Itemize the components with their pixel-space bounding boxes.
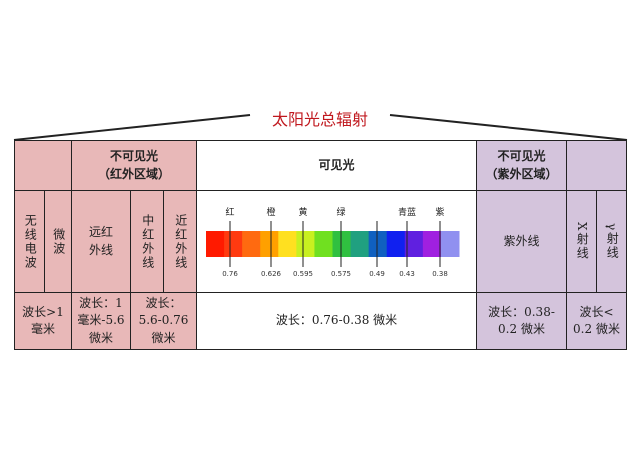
bracket-left-line [13,114,251,141]
spectrum-color-label: 橙 [266,206,275,218]
spectrum-color-label: 绿 [336,206,345,218]
spectrum-segment [278,231,297,257]
wavelength-visible: 波长：0.76-0.38 微米 [196,292,477,350]
spectrum-segment [260,231,279,257]
spectrum-wavelength-label: 0.49 [369,270,385,278]
wavelength-uv: 波长：0.38- 0.2 微米 [476,292,567,350]
spectrum-segment [350,231,370,257]
spectrum-color-label: 青蓝 [398,206,416,218]
spectrum-segment [206,231,225,257]
spectrum-wavelength-label: 0.595 [293,270,313,278]
spectrum-wavelength-label: 0.626 [261,270,282,278]
wavelength-radio-micro: 波长>1 毫米 [14,292,72,350]
spectrum-segment [224,231,243,257]
spectrum-wavelength-label: 0.76 [222,270,238,278]
bracket-right-line [389,114,628,141]
spectrum-color-label: 紫 [435,207,444,218]
spectrum-segment [386,231,406,257]
band-near-ir: 近红外线 [163,190,197,293]
spectrum-wavelength-label: 0.575 [331,270,351,278]
band-gamma-label: γ射线 [605,222,620,261]
spectrum-segment [296,231,315,257]
diagram-title: 太阳光总辐射 [271,110,368,129]
spectrum-segment [422,231,442,257]
band-xray-label: X射线 [575,222,590,261]
header-infrared: 不可见光 （红外区域） [71,140,197,191]
spectrum-segment [242,231,261,257]
spectrum-color-label: 黄 [298,206,307,218]
band-radio: 无线电波 [14,190,45,293]
spectrum-wavelength-label: 0.43 [399,270,415,278]
wavelength-mid-near-ir: 波长： 5.6-0.76 微米 [130,292,197,350]
spectrum-segment [332,231,352,257]
spectrum-wavelength-label: 0.38 [432,270,448,278]
spectrum-bar: 0.76 0.626 0.595 0.575 0.49 0.43 0.38 红 橙 黄 绿 青蓝 紫 [206,206,460,278]
header-empty-left [14,140,72,191]
spectrum-segment [440,231,460,257]
spectrum-segment [404,231,424,257]
wavelength-far-ir: 波长：1 毫米-5.6 微米 [71,292,131,350]
band-mid-ir: 中红外线 [130,190,164,293]
band-microwave-label: 微波 [51,227,66,256]
header-visible: 可见光 [196,140,477,191]
band-near-ir-label: 近红外线 [173,213,188,270]
spectrum-segment [314,231,333,257]
band-gamma: γ射线 [596,190,627,293]
header-empty-right [566,140,627,191]
band-xray: X射线 [566,190,597,293]
spectrum-segment [368,231,388,257]
band-uv: 紫外线 [476,190,567,293]
header-ultraviolet: 不可见光 （紫外区域） [476,140,567,191]
band-mid-ir-label: 中红外线 [140,213,155,270]
wavelength-xray-gamma: 波长< 0.2 微米 [566,292,627,350]
band-radio-label: 无线电波 [23,213,38,270]
spectrum-color-label: 红 [225,206,234,218]
visible-spectrum-cell: 0.76 0.626 0.595 0.575 0.49 0.43 0.38 红 橙 黄 绿 青蓝 紫 [196,190,477,293]
band-far-ir: 远红外线 [71,190,131,293]
band-microwave: 微波 [44,190,72,293]
